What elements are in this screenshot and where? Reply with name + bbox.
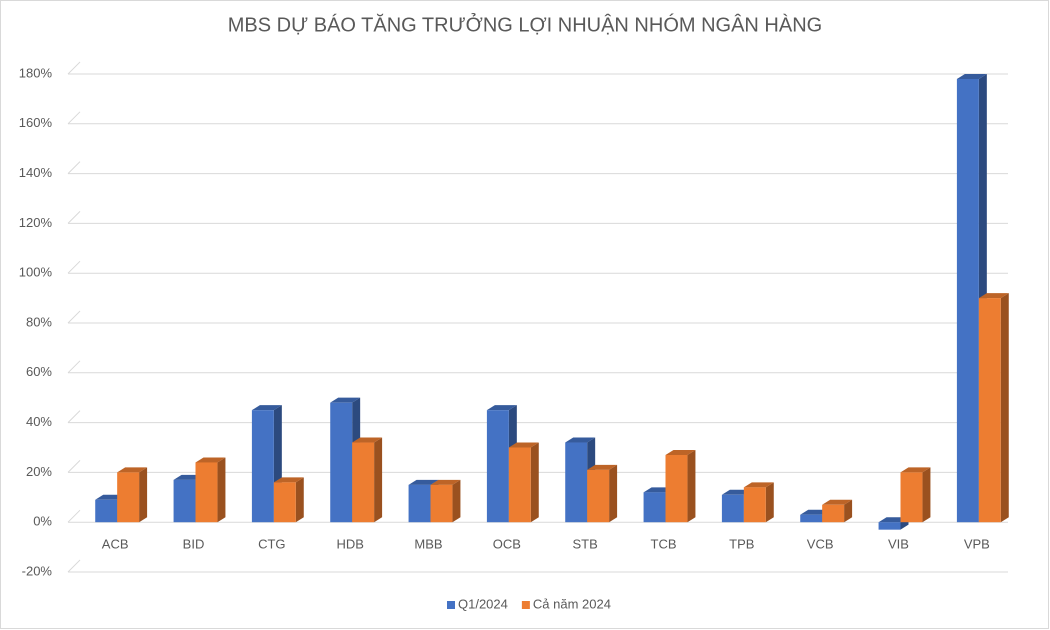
bar-top bbox=[822, 499, 853, 505]
bar bbox=[430, 484, 453, 523]
bar-top bbox=[900, 467, 931, 473]
bar-side bbox=[922, 467, 931, 523]
x-tick-label: MBB bbox=[414, 537, 442, 552]
legend-swatch bbox=[521, 601, 530, 609]
bar-side bbox=[609, 464, 618, 523]
bar bbox=[251, 410, 274, 523]
bar bbox=[800, 514, 823, 523]
bar-side bbox=[687, 449, 696, 523]
grid-depth bbox=[67, 360, 81, 374]
y-tick-label: 0% bbox=[33, 514, 52, 529]
bar-side bbox=[530, 442, 539, 523]
x-tick-label: VIB bbox=[888, 537, 909, 552]
bar bbox=[408, 484, 431, 523]
x-tick-label: VPB bbox=[964, 537, 990, 552]
legend-swatch bbox=[447, 601, 455, 609]
bar-top bbox=[486, 405, 517, 411]
grid-depth bbox=[67, 310, 81, 324]
legend-label: Q1/2024 bbox=[458, 596, 508, 611]
grid-depth bbox=[67, 460, 81, 473]
bar-top bbox=[330, 397, 361, 403]
y-tick-label: 140% bbox=[19, 165, 53, 180]
bar-top bbox=[565, 437, 596, 443]
grid-depth bbox=[67, 111, 81, 125]
bar-top bbox=[665, 449, 696, 455]
bar-top bbox=[743, 482, 774, 488]
bar bbox=[352, 442, 375, 523]
grid-depth bbox=[67, 211, 81, 224]
y-tick-label: -20% bbox=[22, 563, 53, 578]
y-tick-label: 160% bbox=[19, 115, 53, 130]
y-tick-label: 20% bbox=[26, 464, 52, 479]
x-tick-label: TCB bbox=[651, 537, 677, 552]
bar-top bbox=[352, 437, 383, 443]
bar-top bbox=[251, 405, 282, 411]
bar bbox=[665, 454, 688, 523]
bar-top bbox=[195, 457, 226, 463]
x-tick-label: TPB bbox=[729, 537, 754, 552]
chart-title: MBS DỰ BÁO TĂNG TRƯỞNG LỢI NHUẬN NHÓM NG… bbox=[228, 12, 822, 36]
bar-top bbox=[430, 479, 461, 485]
grid-depth bbox=[67, 260, 81, 274]
bar bbox=[587, 469, 610, 523]
bar-side bbox=[452, 479, 461, 523]
bar bbox=[486, 410, 509, 523]
bar-side bbox=[139, 467, 148, 523]
x-tick-label: STB bbox=[573, 537, 598, 552]
bar bbox=[956, 78, 979, 523]
bar bbox=[643, 492, 666, 523]
x-tick-label: VCB bbox=[807, 537, 834, 552]
x-tick-label: BID bbox=[183, 537, 205, 552]
bar bbox=[565, 442, 588, 523]
bar bbox=[721, 494, 744, 523]
bar-side bbox=[374, 437, 383, 523]
bar-top bbox=[117, 467, 148, 473]
bar-top bbox=[508, 442, 539, 448]
bar bbox=[878, 522, 901, 530]
legend-label: Cả năm 2024 bbox=[533, 596, 611, 611]
y-tick-label: 180% bbox=[19, 65, 53, 80]
bar bbox=[330, 402, 353, 523]
bar bbox=[822, 504, 845, 523]
y-tick-label: 100% bbox=[19, 265, 53, 280]
y-tick-label: 120% bbox=[19, 215, 53, 230]
bar-side bbox=[1000, 293, 1009, 523]
bar bbox=[900, 472, 923, 523]
grid-depth bbox=[67, 410, 81, 423]
bar-side bbox=[295, 477, 304, 523]
bar bbox=[195, 462, 218, 523]
bar bbox=[173, 479, 196, 523]
grid-depth bbox=[67, 61, 81, 75]
bar bbox=[95, 499, 118, 523]
bar-side bbox=[217, 457, 226, 523]
bar-top bbox=[587, 464, 618, 470]
bar-top bbox=[956, 73, 987, 79]
x-tick-label: ACB bbox=[102, 537, 129, 552]
bar bbox=[273, 482, 296, 523]
bar bbox=[117, 472, 140, 523]
bar bbox=[508, 447, 531, 523]
x-tick-label: CTG bbox=[258, 537, 285, 552]
bar bbox=[978, 298, 1001, 523]
bar-top bbox=[408, 479, 439, 485]
y-tick-label: 80% bbox=[26, 314, 52, 329]
y-tick-label: 40% bbox=[26, 414, 52, 429]
bar-top bbox=[273, 477, 304, 483]
grid-depth bbox=[67, 161, 81, 174]
grid-depth bbox=[67, 559, 81, 573]
x-tick-label: OCB bbox=[493, 537, 521, 552]
bar-side bbox=[765, 482, 774, 523]
y-tick-label: 60% bbox=[26, 364, 52, 379]
bar-top bbox=[978, 293, 1009, 299]
bar bbox=[743, 487, 766, 523]
x-tick-label: HDB bbox=[336, 537, 363, 552]
bar-side bbox=[844, 499, 853, 523]
grid-depth bbox=[67, 509, 81, 523]
